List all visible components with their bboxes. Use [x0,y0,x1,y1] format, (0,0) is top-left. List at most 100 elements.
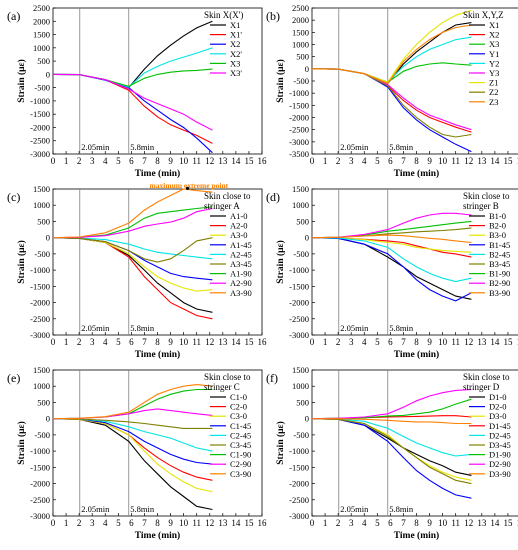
x-tick-label: 13 [218,156,228,166]
legend-entry: A3-45 [230,259,252,269]
x-tick-label: 5 [116,337,121,347]
legend-entry: X2' [230,49,242,59]
y-tick-label: -3000 [289,330,309,340]
legend-entry: A2-0 [230,221,247,231]
x-tick-label: 4 [103,337,108,347]
y-tick-label: -2000 [30,479,50,489]
legend-title: stringer A [204,201,240,211]
y-tick-label: -3000 [30,149,50,159]
legend-title: Skin close to [463,191,510,201]
series-line-d3-0 [311,418,472,481]
x-tick-label: 2 [336,337,341,347]
panel-label: (b) [266,9,280,23]
reference-line-label: 5.8min [389,142,414,152]
x-tick-label: 9 [427,337,432,347]
legend-entry: X1 [489,20,499,30]
x-tick-label: 6 [129,156,134,166]
x-tick-label: 6 [388,156,393,166]
series-line-b2-0 [311,237,472,258]
x-tick-label: 4 [103,156,108,166]
legend-entry: X2 [489,30,499,40]
y-tick-label: -1000 [30,265,50,275]
y-axis-label: Strain (με) [275,59,286,102]
x-tick-label: 9 [168,337,173,347]
series-line-d2-0 [311,418,472,499]
x-tick-label: 7 [401,337,406,347]
series-line-d2-45 [311,418,472,457]
x-tick-label: 1 [64,518,69,528]
legend-title: stringer B [463,201,499,211]
y-tick-label: 0 [305,414,309,424]
x-tick-label: 14 [490,156,500,166]
x-tick-label: 12 [205,518,214,528]
series-line-a1-0 [52,237,213,313]
x-tick-label: 16 [517,156,518,166]
series-line-a3-90 [52,188,213,239]
x-tick-label: 13 [218,518,228,528]
x-tick-label: 0 [310,518,315,528]
x-tick-label: 4 [362,518,367,528]
y-tick-label: -3500 [289,149,309,159]
legend-entry: D1-0 [489,392,506,402]
legend-entry: D2-90 [489,459,511,469]
panel-f: 012345678910111213141516-3000-2500-2000-… [266,365,518,541]
x-tick-label: 0 [51,518,56,528]
y-tick-label: -500 [293,249,309,259]
y-tick-label: -1000 [289,265,309,275]
series-line-b1-0 [311,237,472,300]
reference-line-label: 5.8min [389,504,414,514]
x-tick-label: 7 [401,518,406,528]
legend-entry: Z3 [489,97,498,107]
y-tick-label: -2500 [289,495,309,505]
reference-line-label: 2.05min [340,142,369,152]
x-tick-label: 10 [179,337,189,347]
y-tick-label: 500 [37,397,50,407]
x-tick-label: 10 [438,156,448,166]
x-tick-label: 5 [116,156,121,166]
legend-entry: Y3 [489,68,499,78]
y-tick-label: -2500 [30,314,50,324]
x-tick-label: 8 [155,156,160,166]
x-tick-label: 3 [349,156,354,166]
y-tick-label: 1500 [292,184,309,194]
x-tick-label: 3 [90,518,95,528]
x-tick-label: 6 [388,518,393,528]
legend-entry: D3-90 [489,469,511,479]
x-tick-label: 0 [51,156,56,166]
x-tick-label: 14 [231,156,241,166]
legend-title: Skin close to [204,191,251,201]
x-tick-label: 14 [231,518,241,528]
legend-entry: C1-0 [230,392,247,402]
series-line-b2-90 [311,212,472,239]
y-tick-label: 1000 [292,381,309,391]
legend-entry: D3-0 [489,411,506,421]
legend-entry: B1-45 [489,240,510,250]
legend-entry: D2-0 [489,402,506,412]
legend-entry: D2-45 [489,430,511,440]
y-tick-label: 500 [37,216,50,226]
x-tick-label: 11 [192,518,201,528]
x-tick-label: 16 [258,518,268,528]
y-tick-label: -1000 [289,88,309,98]
reference-line-label: 2.05min [340,323,369,333]
y-tick-label: -1500 [289,281,309,291]
panel-label: (e) [7,371,20,385]
x-axis-label: Time (min) [394,349,439,360]
y-tick-label: 2000 [33,16,50,26]
y-tick-label: -3000 [289,511,309,521]
legend-title: Skin X(X') [204,10,243,20]
x-tick-label: 12 [205,156,214,166]
legend-entry: Z1 [489,78,498,88]
panel-label: (f) [266,371,278,385]
legend-entry: B2-0 [489,221,506,231]
x-tick-label: 15 [503,518,513,528]
series-line-c1-90 [52,388,213,420]
reference-line-label: 2.05min [81,323,110,333]
y-tick-label: -2500 [30,136,50,146]
x-tick-label: 1 [64,337,69,347]
legend-entry: Y1 [489,49,499,59]
legend-entry: C1-45 [230,421,251,431]
x-tick-label: 12 [464,337,473,347]
x-tick-label: 16 [517,337,518,347]
x-tick-label: 13 [218,337,228,347]
